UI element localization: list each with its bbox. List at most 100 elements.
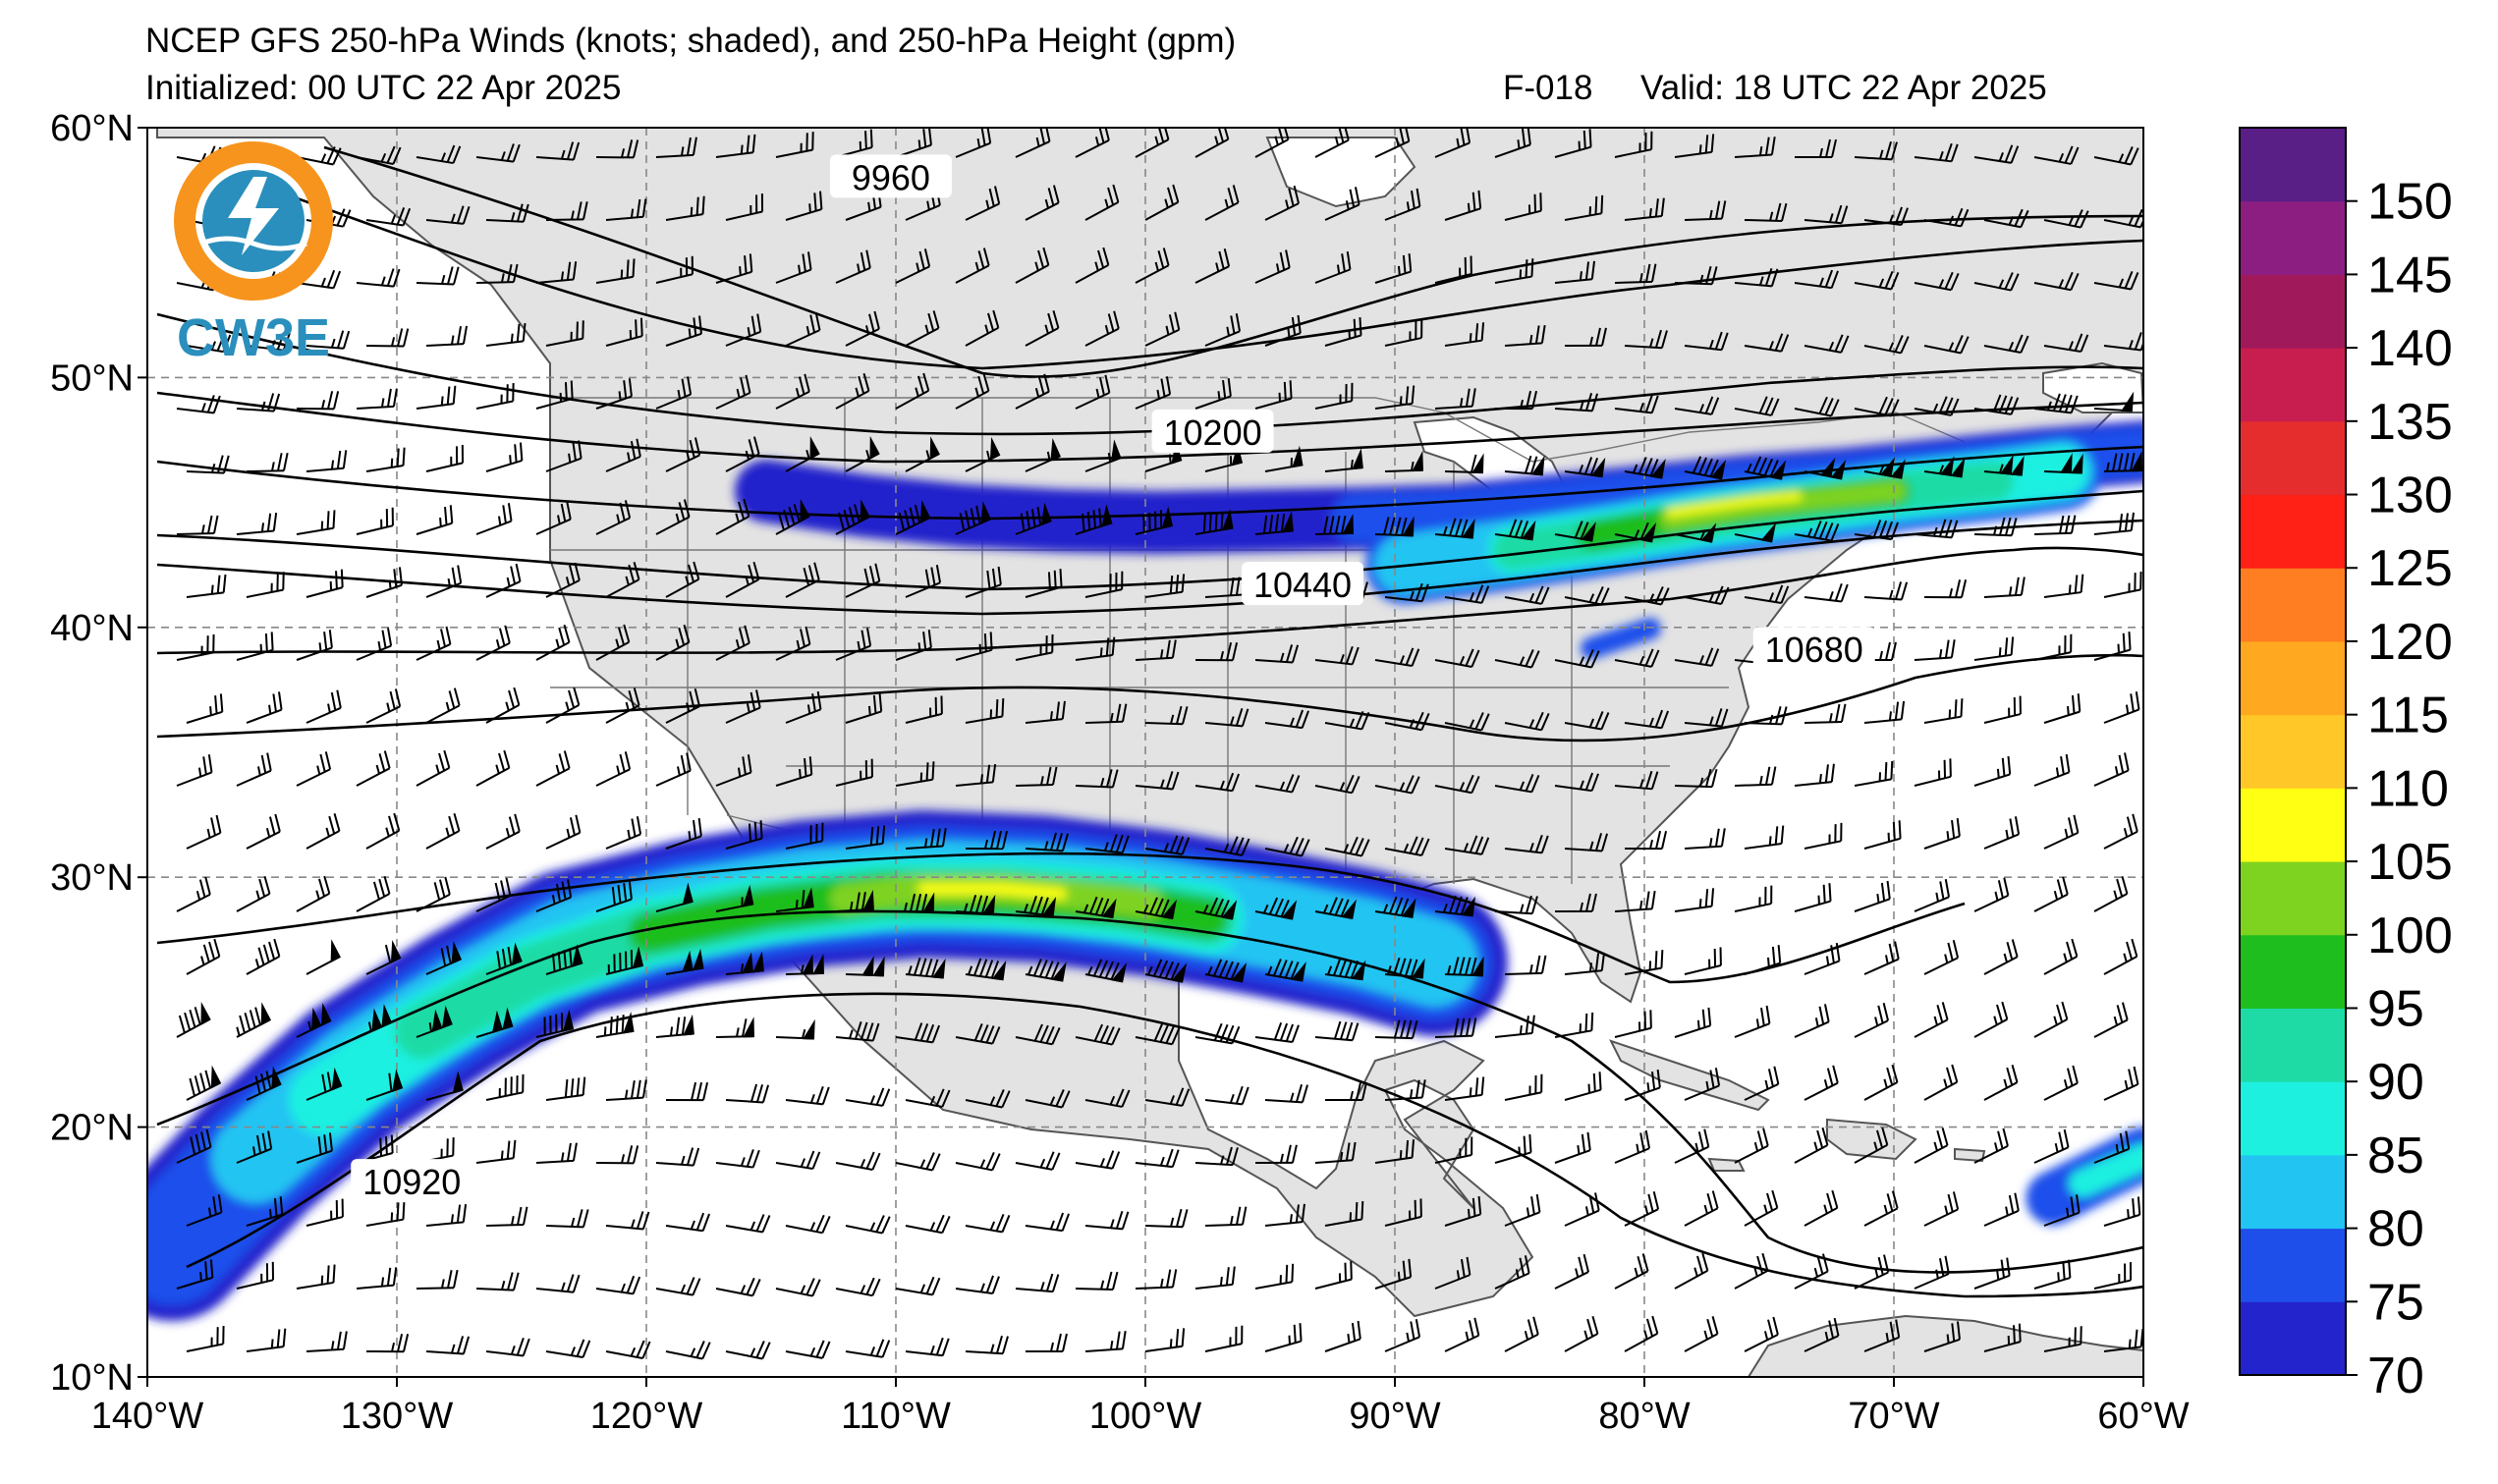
wind-barb [365,328,410,348]
wind-barb [1084,184,1120,221]
gulf-of-st-lawrence [2042,361,2143,413]
wind-barbs [176,128,2143,1360]
lat-tick-label: 60°N [50,108,134,149]
wind-barb [1854,271,1900,291]
wind-barb [1504,1193,1541,1227]
contour-label: 10440 [1242,562,1364,606]
wind-barb [1324,1081,1368,1102]
wind-barb [1314,1261,1353,1290]
wind-barb [1144,184,1180,221]
wind-barb [296,1264,336,1290]
height-contour [186,992,2143,1298]
cuba-island [1609,1039,1770,1112]
wind-barb [965,186,1001,221]
wind-barb [835,1277,881,1297]
wind-barb [665,1341,711,1360]
wind-barb [1194,1022,1241,1045]
wind-barb [1624,950,1664,975]
wind-barb [1554,1253,1589,1290]
wind-barb [2103,1328,2143,1352]
wind-barb [296,391,340,411]
wind-barb [176,633,215,661]
wind-barb [1444,1317,1480,1352]
wind-barb [1923,579,1968,599]
wind-barb [1144,1087,1191,1107]
height-contour [156,653,2143,742]
wind-barb [1444,956,1484,977]
wind-barb [305,689,342,724]
wind-barb [1624,197,1665,221]
wind-barb [356,268,401,288]
wind-barb [1025,569,1063,598]
wind-barb [475,1007,514,1038]
wind-barb [1254,774,1301,794]
colorbar-segment [2240,348,2346,422]
wind-barb [246,813,281,850]
wind-barb [1135,247,1170,284]
wind-barb [1314,645,1360,666]
wind-barb [1624,329,1668,350]
wind-barb [1554,649,1600,669]
wind-barb [1204,959,1248,983]
wind-barb [1614,648,1660,668]
wind-barb [1324,317,1362,347]
wind-barb [1135,1148,1180,1169]
wind-barb [1444,712,1490,732]
wind-barb [1914,1127,1949,1164]
wind-barb [545,687,581,724]
wind-barb [1144,959,1188,983]
wind-barb [2093,1002,2129,1038]
wind-barb [2103,813,2138,850]
wind-barb [665,688,701,724]
wind-barb [1374,253,1413,284]
wind-barb [1914,142,1959,163]
wind-barb [665,561,700,598]
wind-barb [835,889,874,912]
wind-barb [305,450,348,472]
lat-lon-grid [147,128,2143,1377]
wind-barb [2103,1196,2141,1227]
wind-barb [1804,703,1847,724]
colorbar-tick-label: 150 [2367,174,2453,231]
wind-barb [835,499,870,535]
wind-barb [1923,335,1970,355]
wind-barb [955,632,993,661]
wind-barb [246,453,289,472]
wind-barb [1564,327,1607,347]
wind-barb [1444,322,1485,347]
wind-barb [305,1331,348,1352]
wind-barb [1973,636,2015,661]
wind-speed-band [1660,481,1906,530]
wind-barb [715,754,752,787]
wind-barb [535,380,574,410]
wind-barb [176,1128,212,1164]
wind-barb [2103,332,2143,352]
wind-barb [1444,584,1490,604]
wind-barb [545,1209,589,1229]
wind-barb [305,330,351,350]
wind-barb [1504,834,1549,854]
wind-barb [1434,1017,1477,1038]
figure-title: NCEP GFS 250-hPa Winds (knots; shaded), … [145,22,1237,60]
wind-barb [425,812,461,850]
wind-barb [1863,1190,1899,1227]
wind-barb [965,1089,1011,1109]
wind-barb [2033,271,2080,292]
wind-barb [186,455,230,474]
wind-barb [1804,334,1850,354]
wind-barb [176,515,219,535]
wind-barb [895,1022,941,1044]
wind-barb [1624,1069,1661,1101]
wind-barb [246,572,285,598]
wind-barb [665,948,704,975]
wind-barb [1494,519,1536,541]
wind-barb [715,1149,760,1169]
wind-barb [1254,380,1293,410]
wind-barb [1015,1023,1061,1046]
wind-barb [1973,1127,2009,1164]
lat-tick-label: 10°N [50,1357,134,1399]
wind-barb [1504,711,1550,732]
wind-barb [545,201,588,221]
wind-barb [416,505,454,535]
wind-barb [1554,260,1596,284]
